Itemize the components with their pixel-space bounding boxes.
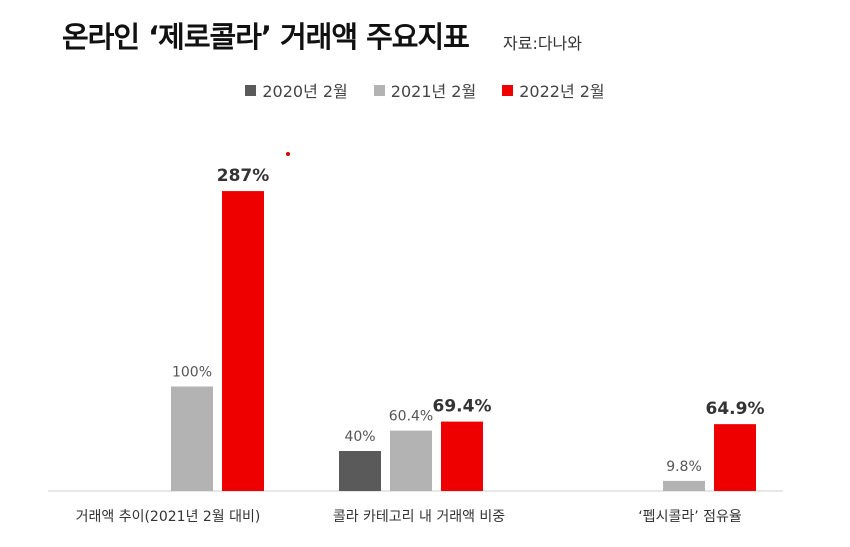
data-label-0-1: 40%	[344, 429, 375, 445]
legend-swatch-2021	[373, 84, 385, 96]
legend-item-2021: 2021년 2월	[373, 78, 477, 102]
source-note: 자료:다나와	[503, 34, 582, 53]
bar-2-1	[441, 421, 483, 491]
legend-item-2022: 2022년 2월	[502, 78, 605, 102]
data-label-2-2: 64.9%	[706, 399, 765, 419]
legend: 2020년 2월 2021년 2월 2022년 2월	[0, 78, 850, 102]
category-label-2: ‘펩시콜라’ 점유율	[638, 509, 742, 525]
legend-swatch-2022	[502, 84, 514, 96]
bar-1-0	[171, 386, 213, 491]
legend-item-2020: 2020년 2월	[245, 78, 348, 102]
legend-swatch-2020	[245, 84, 257, 96]
data-label-2-0: 287%	[217, 166, 270, 186]
chart-title: 온라인 ‘제로콜라’ 거래액 주요지표	[62, 20, 470, 54]
data-label-1-2: 9.8%	[666, 459, 702, 475]
data-label-1-1: 60.4%	[389, 409, 433, 425]
category-label-1: 콜라 카테고리 내 거래액 비중	[333, 509, 505, 525]
bar-1-2	[663, 480, 705, 491]
bar-2-0	[222, 191, 264, 491]
data-label-2-1: 69.4%	[433, 397, 492, 417]
legend-label-2020: 2020년 2월	[262, 82, 348, 101]
category-label-0: 거래액 추이(2021년 2월 대비)	[76, 509, 261, 525]
legend-label-2021: 2021년 2월	[390, 82, 477, 101]
bar-2-2	[714, 424, 756, 491]
bar-0-1	[339, 451, 381, 491]
data-label-1-0: 100%	[172, 365, 212, 381]
legend-label-2022: 2022년 2월	[519, 82, 605, 101]
bar-1-1	[390, 430, 432, 491]
decorative-dot	[286, 152, 290, 156]
